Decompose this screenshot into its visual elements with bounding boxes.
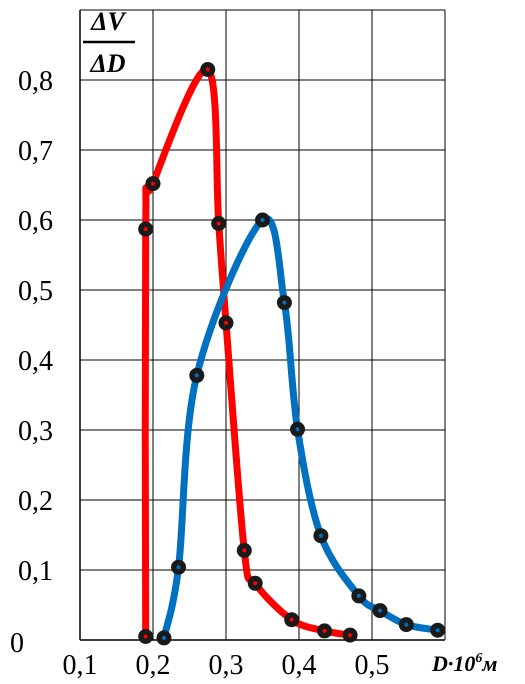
data-point-s1-5 [290,421,306,437]
data-point-center [295,427,300,432]
y-axis-label-denominator: ΔD [89,49,125,78]
data-point-s0-3 [200,62,216,77]
data-point-center [404,622,409,627]
x-tick-label-4: 0,5 [355,650,390,681]
y-tick-label-5: 0,5 [18,276,53,307]
data-point-center [242,548,247,553]
marker-layer [138,62,446,646]
data-point-s1-0 [156,630,172,646]
data-point-center [318,533,323,538]
data-point-center [289,617,294,622]
data-point-center [253,581,258,586]
data-point-s0-1 [138,221,154,237]
data-point-s0-0 [138,629,154,644]
data-point-s1-9 [398,617,414,633]
x-axis-label: D·106м [431,651,497,676]
data-point-s0-2 [145,176,161,192]
y-axis-label: ΔV ΔD [83,7,135,78]
x-tick-label-0: 0,1 [63,650,98,681]
y-tick-label-8: 0,8 [18,66,53,97]
series-layer [141,65,442,642]
data-point-center [224,320,228,325]
data-point-center [161,635,166,640]
grid [79,9,446,641]
data-point-center [356,593,361,598]
data-point-s0-6 [236,542,252,558]
data-point-s1-8 [372,603,388,619]
data-point-s1-7 [351,588,367,604]
y-axis-label-numerator: ΔV [90,7,127,36]
y-tick-label-0: 0 [10,628,24,659]
data-point-s0-4 [211,216,227,231]
data-point-center [176,565,181,570]
data-point-center [143,634,148,639]
data-point-center [378,608,383,613]
data-point-s1-6 [313,528,329,544]
data-point-s0-9 [317,623,333,639]
x-tick-label-1: 0,2 [136,650,171,681]
data-point-center [322,628,327,633]
data-point-center [205,67,210,72]
data-point-s1-1 [171,559,187,575]
data-point-center [143,227,148,232]
data-point-s0-8 [284,612,300,628]
data-point-s0-7 [247,575,263,591]
data-point-center [282,300,287,305]
y-tick-label-7: 0,7 [18,136,53,167]
x-tick-label-3: 0,4 [282,650,317,681]
data-point-s0-10 [342,627,358,643]
y-tick-label-2: 0,2 [18,486,53,517]
x-axis-label-unit: м [481,651,497,676]
data-point-center [435,628,440,633]
data-point-center [348,633,353,638]
y-tick-label-6: 0,6 [18,206,53,237]
tick-layer: 0 0,1 0,2 0,3 0,4 0,5 0,6 0,7 0,8 0,1 0,2 0,3 0,4 0,5 [10,66,390,681]
y-tick-label-1: 0,1 [18,556,53,587]
x-tick-label-2: 0,3 [209,650,244,681]
data-point-s1-3 [255,212,270,228]
y-tick-label-3: 0,3 [18,416,53,447]
data-point-s1-2 [189,367,205,383]
x-axis-label-exponent: 6 [475,651,482,666]
data-point-s1-10 [430,622,446,638]
y-tick-label-4: 0,4 [18,346,53,377]
data-point-center [260,218,265,222]
data-point-center [151,181,155,186]
data-point-center [194,373,199,378]
x-axis-label-base: D·10 [431,651,475,676]
data-point-center [216,221,221,226]
data-point-s0-5 [218,315,234,331]
data-point-s1-4 [276,295,292,311]
